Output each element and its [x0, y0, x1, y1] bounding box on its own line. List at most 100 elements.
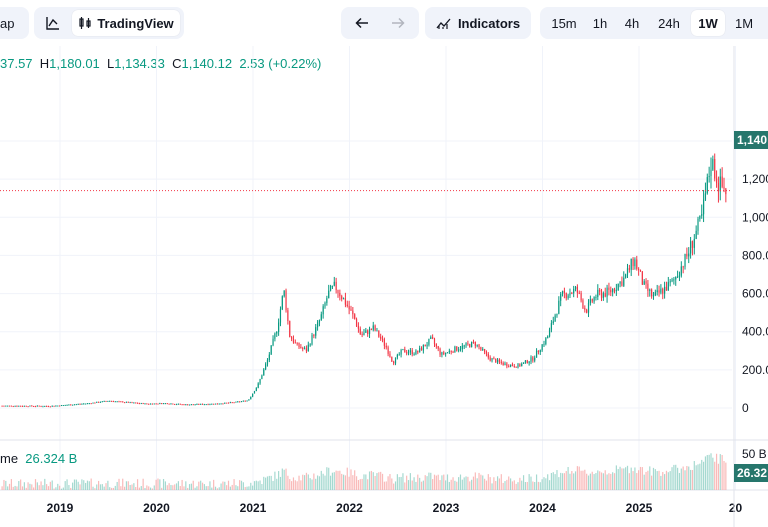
candle-body [556, 313, 558, 316]
interval-24h[interactable]: 24h [650, 10, 688, 36]
volume-bar [194, 487, 196, 490]
volume-bar [422, 480, 424, 490]
volume-bar [496, 476, 499, 490]
volume-bar [484, 478, 486, 490]
candle-body [539, 350, 541, 352]
volume-bar [582, 470, 584, 490]
candle-body [446, 352, 449, 354]
candle-body [34, 406, 37, 408]
candle-body [259, 379, 261, 384]
candle-body [335, 281, 337, 290]
candle-body [196, 403, 198, 405]
candle-body [172, 403, 174, 405]
volume-bar [725, 462, 727, 490]
candle-body [322, 306, 324, 315]
tradingview-button[interactable]: TradingView [72, 10, 180, 36]
candle-body [678, 275, 681, 277]
volume-bar [257, 481, 259, 490]
volume-bar [376, 473, 378, 490]
volume-bar [567, 467, 569, 490]
candle-body [107, 400, 109, 402]
candle-body [560, 293, 562, 301]
indicators-button[interactable]: Indicators [429, 10, 527, 36]
interval-1m[interactable]: 1M [728, 10, 760, 36]
volume-bar [458, 477, 460, 490]
volume-bar [626, 465, 629, 490]
candle-body [148, 403, 150, 405]
volume-bar [14, 485, 16, 490]
candle-body [608, 287, 610, 290]
forward-button[interactable] [381, 10, 415, 36]
volume-bar [138, 487, 141, 490]
candle-body [519, 364, 521, 367]
candle-body [439, 348, 441, 355]
candle-body [617, 283, 619, 290]
interval-1h[interactable]: 1h [586, 10, 614, 36]
time-axis-label: 2024 [529, 501, 556, 515]
volume-bar [717, 463, 720, 490]
volume-bar [708, 454, 710, 490]
volume-bar [337, 470, 339, 490]
volume-bar [127, 481, 129, 490]
volume-bar [556, 470, 558, 490]
candle-body [244, 400, 246, 402]
volume-bar [654, 469, 656, 490]
candle-body [432, 337, 434, 339]
volume-bar [456, 481, 458, 490]
candle-body [363, 332, 365, 336]
candle-body [16, 405, 18, 407]
time-axis-label: 2023 [433, 501, 460, 515]
candle-body [448, 350, 450, 353]
candle-body [543, 344, 545, 346]
volume-bar [482, 475, 484, 490]
volume-bar [558, 477, 560, 490]
volume-bar [396, 474, 398, 490]
volume-bar [474, 472, 476, 490]
volume-bar [83, 480, 85, 490]
line-chart-button[interactable] [38, 10, 68, 36]
current-price-label: 1,140 [737, 133, 768, 147]
candle-body [396, 354, 398, 358]
volume-bar [216, 488, 218, 490]
volume-bar [619, 466, 621, 490]
volume-bar [207, 486, 209, 490]
volume-bar [313, 473, 315, 490]
candle-body [578, 292, 580, 294]
volume-bar [237, 486, 239, 490]
interval-15m[interactable]: 15m [544, 10, 584, 36]
volume-bar [62, 487, 64, 490]
indicators-group: Indicators [425, 7, 531, 39]
candle-body [192, 404, 194, 406]
volume-bar [702, 461, 705, 490]
candle-body [365, 330, 367, 333]
volume-bar [636, 473, 638, 490]
interval-4h[interactable]: 4h [618, 10, 646, 36]
volume-bar [445, 480, 447, 490]
volume-bar [116, 481, 118, 490]
volume-bar [517, 482, 519, 490]
volume-bar [162, 478, 165, 490]
candle-body [506, 363, 508, 367]
candle-body [289, 321, 291, 337]
volume-bar [513, 480, 515, 490]
interval-label: 15m [551, 15, 577, 31]
volume-bar [658, 470, 660, 490]
volume-bar [101, 484, 103, 490]
price-chart[interactable]: 1,4001,2001,000800.0600.0400.0200.002019… [0, 46, 768, 527]
candle-body [309, 344, 311, 346]
volume-bar [715, 453, 718, 490]
back-button[interactable] [345, 10, 379, 36]
volume-bar [331, 472, 334, 490]
volume-bar [129, 485, 131, 490]
candle-body [487, 353, 489, 358]
volume-bar [252, 485, 254, 490]
volume-bar [357, 480, 360, 490]
candle-body [120, 401, 122, 403]
chart-type-button[interactable]: ap [0, 10, 22, 36]
candle-body [463, 345, 465, 347]
volume-bar [651, 475, 653, 490]
volume-bar [248, 486, 250, 490]
volume-bar [547, 474, 549, 490]
candle-body [411, 350, 413, 355]
interval-1w[interactable]: 1W [691, 10, 725, 36]
